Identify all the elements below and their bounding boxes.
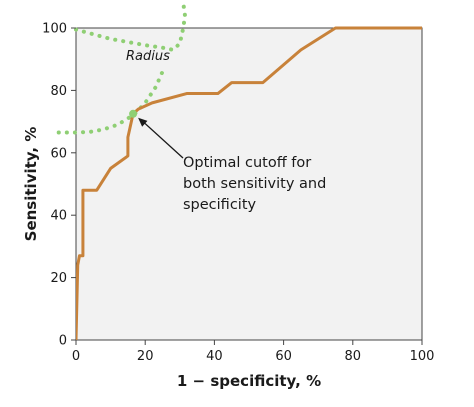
x-tick-label: 60 (275, 349, 292, 364)
annotation-arrow-line (141, 120, 184, 159)
plot-area (75, 27, 423, 341)
annotation-arrow-head (138, 117, 148, 127)
annotation-line-3: specificity (183, 197, 256, 213)
y-tick-label: 60 (50, 146, 67, 161)
y-tick-label: 40 (50, 209, 67, 224)
x-axis-title: 1 − specificity, % (177, 372, 321, 390)
x-tick-label: 20 (137, 349, 154, 364)
radius-arc-2 (56, 69, 165, 135)
annotation-line-1: Optimal cutoff for (183, 155, 311, 171)
x-tick-label: 0 (72, 349, 80, 364)
y-tick-label: 0 (59, 334, 67, 349)
y-axis-title: Sensitivity, % (22, 127, 40, 242)
annotation-line-2: both sensitivity and (183, 176, 326, 192)
optimal-point-marker (129, 109, 138, 118)
y-tick-label: 20 (50, 271, 67, 286)
x-tick-label: 100 (410, 349, 435, 364)
x-tick-label: 40 (206, 349, 223, 364)
y-tick-label: 100 (42, 22, 67, 37)
y-tick-label: 80 (50, 84, 67, 99)
radius-label: Radius (126, 49, 170, 64)
radius-arc-1 (74, 1, 188, 53)
x-tick-label: 80 (345, 349, 362, 364)
